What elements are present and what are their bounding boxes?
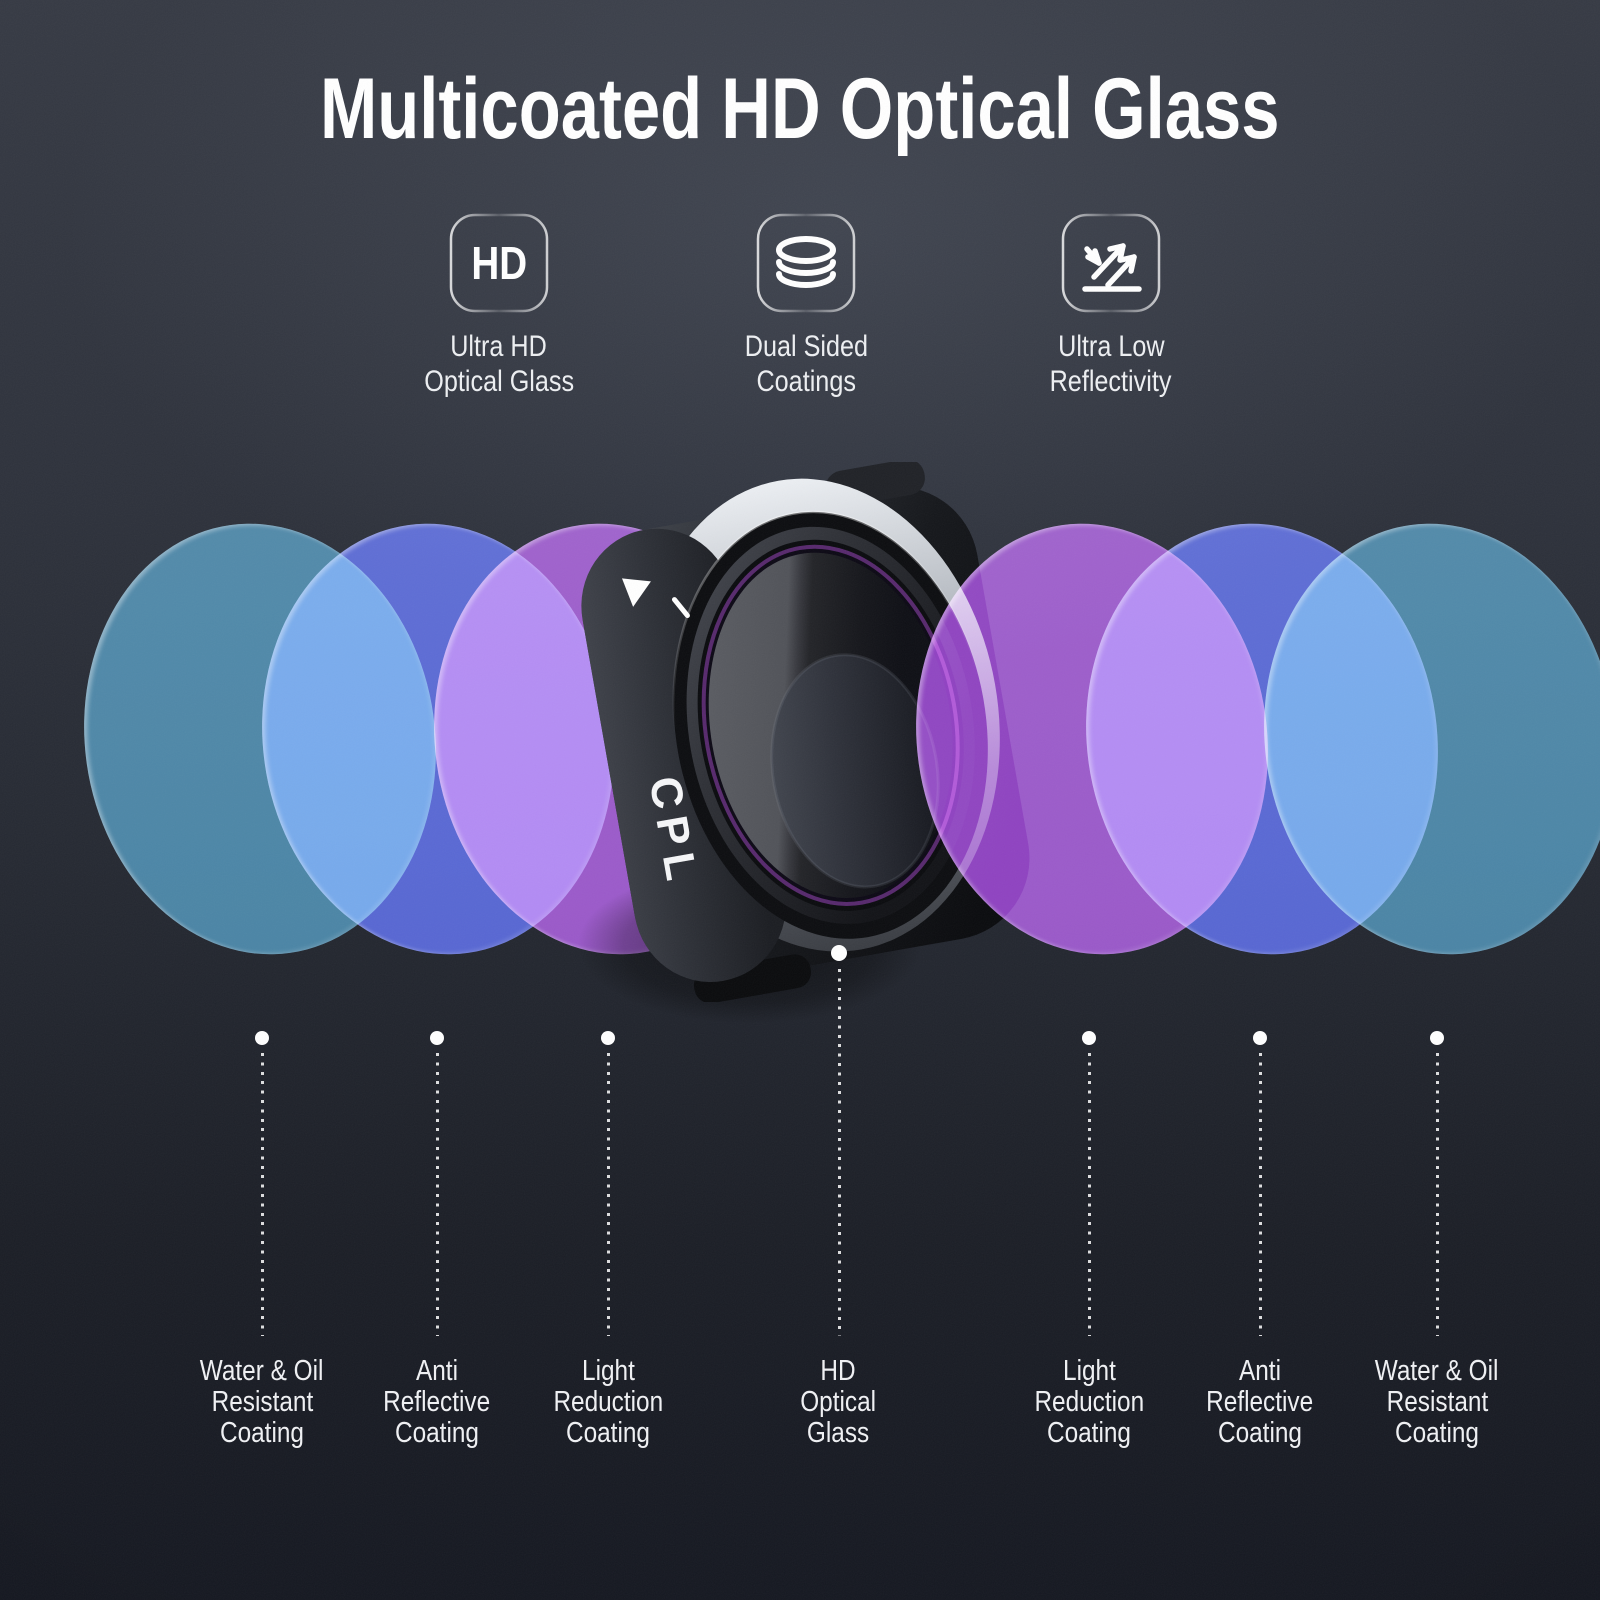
leader-line (1258, 1053, 1262, 1336)
leader-line (435, 1053, 439, 1336)
feature-dual-sided: Dual Sided Coatings (676, 213, 936, 399)
leader-dot (1082, 1031, 1096, 1045)
leader-dot (601, 1031, 615, 1045)
stacked-discs-icon (756, 213, 856, 313)
page-title: Multicoated HD Optical Glass (0, 60, 1600, 159)
leader-line (1435, 1053, 1439, 1336)
hd-badge-text: HD (471, 237, 527, 289)
leader-dot (1430, 1031, 1444, 1045)
feature-label-ultra-hd: Ultra HD Optical Glass (424, 330, 574, 398)
feature-label-low-reflectivity: Ultra Low Reflectivity (1050, 330, 1172, 398)
page-title-text: Multicoated HD Optical Glass (320, 61, 1280, 157)
hd-badge-icon: HD (449, 213, 549, 313)
reflected-rays-icon (1061, 213, 1161, 313)
feature-low-reflectivity: Ultra Low Reflectivity (981, 213, 1241, 399)
leader-line (1087, 1053, 1091, 1336)
layer-label-hd-optical-glass: HD Optical Glass (800, 1355, 876, 1449)
feature-ultra-hd: HD Ultra HD Optical Glass (369, 213, 629, 399)
leader-dot (255, 1031, 269, 1045)
leader-line (260, 1053, 264, 1336)
layer-label-light-reduction-left: Light Reduction Coating (553, 1355, 663, 1449)
feature-label-dual-sided: Dual Sided Coatings (744, 330, 868, 398)
leader-line (606, 1053, 610, 1336)
layer-label-water-oil-right: Water & Oil Resistant Coating (1375, 1355, 1499, 1449)
leader-dot (1253, 1031, 1267, 1045)
leader-dot (430, 1031, 444, 1045)
leader-dot (831, 945, 847, 961)
leader-line (837, 969, 841, 1336)
